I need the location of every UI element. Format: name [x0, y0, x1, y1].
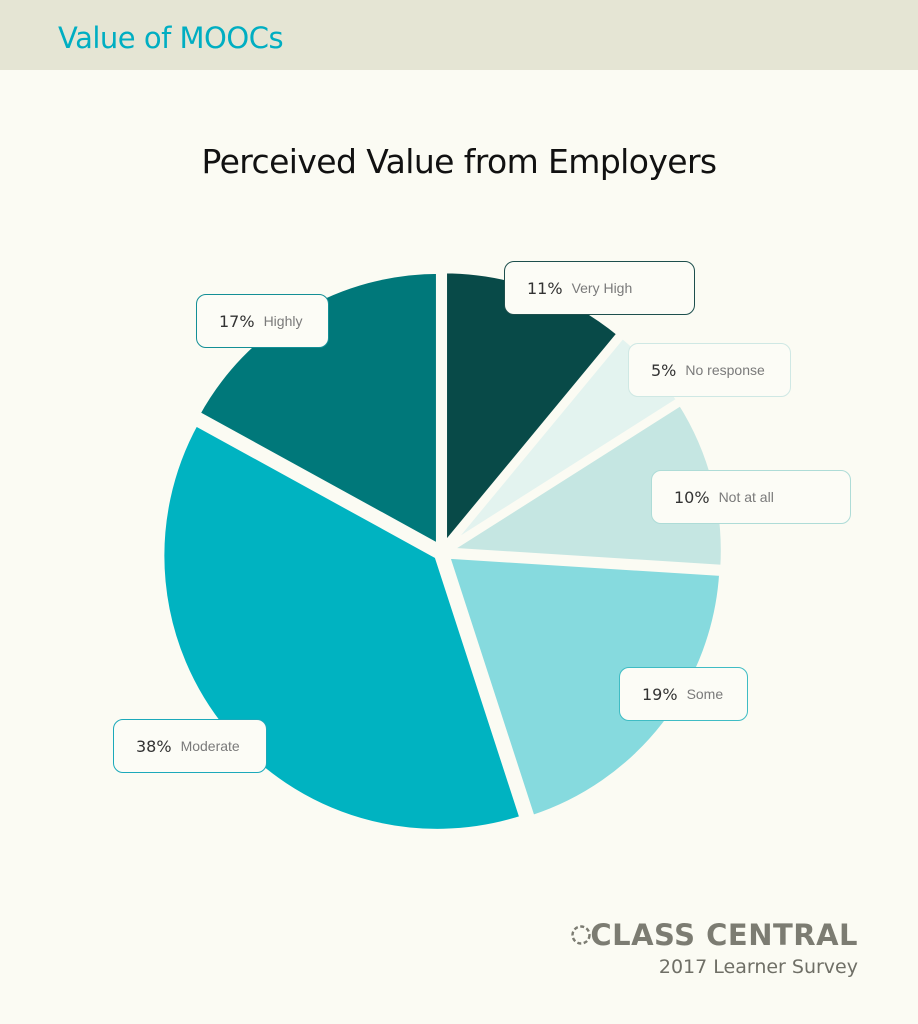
slice-label-no-response: 5% No response — [628, 343, 791, 397]
brand-text: CLASS CENTRAL — [590, 918, 858, 952]
slice-label-some: 19% Some — [619, 667, 748, 721]
slice-pct: 5% — [651, 360, 677, 380]
slice-pct: 17% — [219, 311, 255, 331]
section-title: Value of MOOCs — [58, 21, 284, 55]
slice-label-highly: 17% Highly — [196, 294, 329, 348]
slice-category: No response — [685, 362, 765, 378]
slice-category: Highly — [263, 313, 303, 329]
brand-block: CLASS CENTRAL 2017 Learner Survey — [570, 918, 858, 978]
slice-label-not-at-all: 10% Not at all — [651, 470, 851, 524]
slice-label-very-high: 11% Very High — [504, 261, 695, 315]
slice-pct: 19% — [642, 684, 678, 704]
slice-pct: 10% — [674, 487, 710, 507]
slice-category: Very High — [571, 280, 633, 296]
brand-name: CLASS CENTRAL — [570, 918, 858, 952]
slice-category: Moderate — [180, 738, 240, 754]
pie-slice-some — [443, 552, 726, 822]
header-band — [0, 0, 918, 70]
slice-pct: 11% — [527, 278, 563, 298]
slice-category: Some — [686, 686, 724, 702]
brand-subtitle: 2017 Learner Survey — [658, 956, 858, 978]
slice-label-moderate: 38% Moderate — [113, 719, 267, 773]
slice-category: Not at all — [718, 489, 774, 505]
class-central-logo-icon — [571, 925, 592, 945]
slice-pct: 38% — [136, 736, 172, 756]
chart-title: Perceived Value from Employers — [201, 142, 717, 181]
